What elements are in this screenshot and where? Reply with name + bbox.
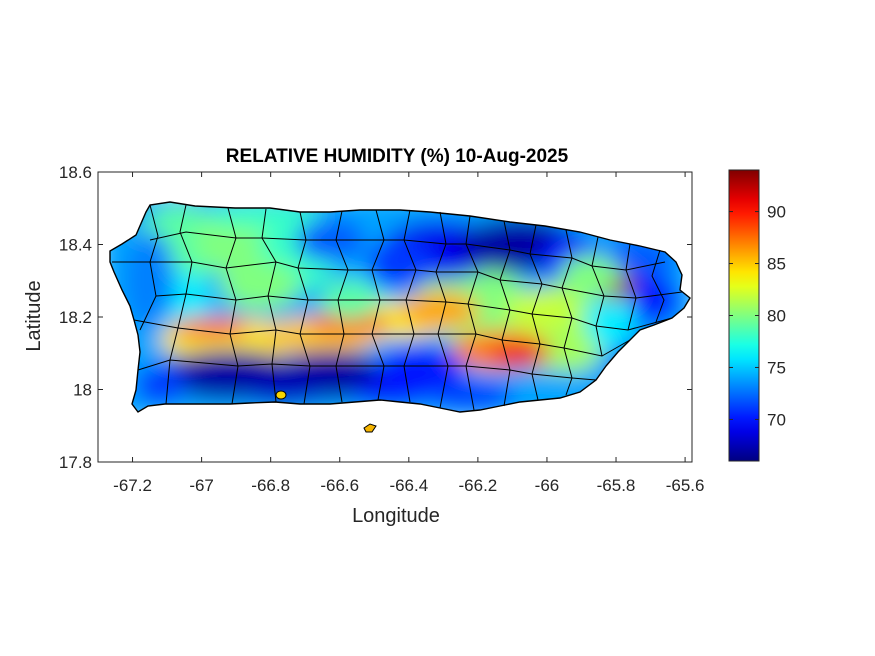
x-tick-label: -66.4: [389, 476, 428, 495]
y-tick-label: 18.4: [59, 236, 92, 255]
municipality-boundary: [651, 249, 665, 323]
municipality-boundary: [112, 261, 683, 299]
colorbar-tick-label: 80: [767, 307, 786, 326]
municipality-boundaries: [112, 204, 683, 411]
municipality-boundary: [155, 293, 673, 331]
colorbar-tick-label: 75: [767, 358, 786, 377]
x-axis: -67.2 -67 -66.8 -66.6 -66.4 -66.2 -66 -65.8 -65.…: [113, 172, 704, 495]
x-tick-label: -66.8: [251, 476, 290, 495]
colorbar-scale: [728, 169, 760, 462]
offshore-islet: [363, 423, 377, 433]
x-tick-label: -66: [535, 476, 560, 495]
colorbar-tick-label: 70: [767, 410, 786, 429]
x-axis-label: Longitude: [352, 505, 440, 527]
y-axis: 17.8 18 18.2 18.4 18.6: [59, 163, 692, 472]
municipality-boundary: [137, 359, 597, 381]
x-tick-label: -66.2: [459, 476, 498, 495]
colorbar: 70 75 80 85 90: [728, 169, 786, 462]
x-tick-label: -67: [189, 476, 214, 495]
island-coastline: [109, 201, 691, 413]
y-tick-label: 18.2: [59, 308, 92, 327]
y-tick-label: 17.8: [59, 453, 92, 472]
x-tick-label: -65.6: [666, 476, 705, 495]
coastal-patch: [275, 390, 287, 400]
municipality-boundary: [625, 243, 637, 331]
colorbar-tick-label: 85: [767, 255, 786, 274]
x-tick-label: -67.2: [113, 476, 152, 495]
x-tick-label: -65.8: [597, 476, 636, 495]
municipality-boundary: [133, 319, 631, 357]
y-axis-label: Latitude: [23, 280, 45, 351]
humidity-field: [110, 202, 690, 412]
chart-title: RELATIVE HUMIDITY (%) 10-Aug-2025: [226, 146, 569, 167]
x-tick-label: -66.6: [320, 476, 359, 495]
y-tick-label: 18: [73, 381, 92, 400]
colorbar-tick-label: 90: [767, 203, 786, 222]
y-tick-label: 18.6: [59, 163, 92, 182]
plot-area: -67.2 -67 -66.8 -66.6 -66.4 -66.2 -66 -65.8 -65.…: [59, 163, 705, 495]
municipality-boundary: [149, 231, 666, 271]
